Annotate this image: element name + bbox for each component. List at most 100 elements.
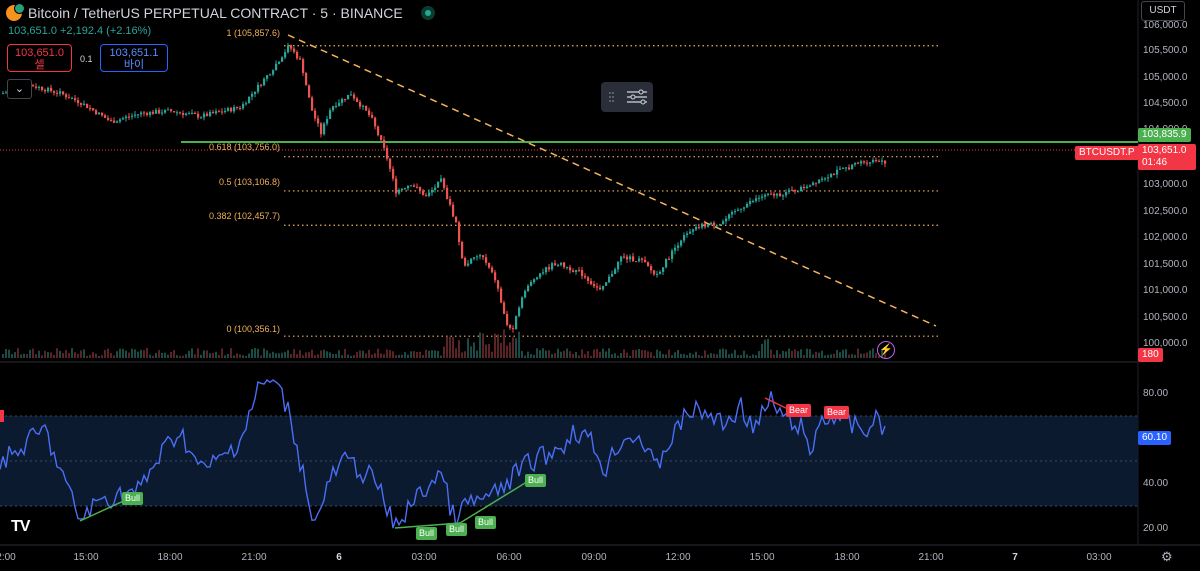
- candle: [311, 97, 314, 111]
- currency-selector[interactable]: USDT: [1141, 1, 1185, 21]
- volume-bar: [866, 352, 868, 358]
- candle: [368, 110, 371, 115]
- candle: [47, 87, 50, 92]
- volume-bar: [476, 350, 478, 358]
- volume-bar: [536, 348, 538, 358]
- volume-bar: [14, 352, 16, 358]
- candle: [203, 113, 206, 118]
- volume-bar: [659, 351, 661, 358]
- volume-bar: [494, 333, 496, 358]
- volume-bar: [800, 349, 802, 358]
- drawing-toolbar-button[interactable]: [601, 82, 653, 112]
- volume-bar: [482, 333, 484, 358]
- volume-bar: [362, 350, 364, 358]
- volume-bar: [461, 352, 463, 358]
- alert-price-tag[interactable]: 103,835.9: [1138, 128, 1191, 142]
- volume-bar: [533, 354, 535, 358]
- candle: [548, 267, 551, 270]
- volume-bar: [35, 354, 37, 358]
- candle: [371, 114, 374, 118]
- candle: [845, 167, 848, 169]
- volume-bar: [767, 338, 769, 358]
- candle: [119, 119, 122, 122]
- buy-button[interactable]: 103,651.1 바이: [100, 44, 168, 72]
- candle: [182, 113, 185, 115]
- candle: [68, 97, 71, 99]
- symbol-tag: BTCUSDT.P: [1075, 146, 1139, 160]
- volume-bar: [287, 350, 289, 358]
- volume-bar: [185, 354, 187, 358]
- volume-bar: [794, 349, 796, 358]
- candle: [173, 111, 176, 113]
- candle: [41, 86, 44, 91]
- lightning-icon[interactable]: ⚡: [877, 341, 895, 359]
- candle: [65, 94, 68, 98]
- volume-bar: [191, 348, 193, 358]
- symbol-header[interactable]: Bitcoin / TetherUS PERPETUAL CONTRACT · …: [6, 3, 435, 21]
- candle: [269, 74, 272, 76]
- trend-line: [287, 34, 937, 327]
- volume-bar: [167, 354, 169, 358]
- volume-bar: [47, 352, 49, 358]
- candle: [392, 168, 395, 179]
- volume-bar: [608, 348, 610, 358]
- time-axis-label: 7: [1012, 552, 1018, 563]
- candle: [500, 288, 503, 303]
- candle: [638, 258, 641, 262]
- candle: [473, 257, 476, 259]
- market-open-icon: [420, 6, 435, 20]
- volume-bar: [182, 355, 184, 358]
- candle: [815, 182, 818, 184]
- sell-button[interactable]: 103,651.0 셀: [7, 44, 72, 72]
- volume-bar: [695, 351, 697, 358]
- buy-label: 바이: [123, 59, 145, 71]
- candle: [773, 193, 776, 196]
- volume-bar: [428, 350, 430, 358]
- candle: [386, 147, 389, 159]
- volume-bar: [857, 348, 859, 358]
- volume-bar: [833, 353, 835, 358]
- volume-bar: [440, 355, 442, 358]
- candle: [464, 257, 467, 266]
- volume-bar: [797, 351, 799, 358]
- volume-bar: [263, 348, 265, 358]
- candle: [224, 110, 227, 112]
- candle: [326, 118, 329, 124]
- volume-bar: [32, 348, 34, 358]
- volume-bar: [689, 352, 691, 358]
- candle: [221, 111, 224, 113]
- volume-bar: [755, 355, 757, 358]
- volume-bar: [155, 352, 157, 358]
- volume-bar: [371, 354, 373, 358]
- volume-bar: [317, 354, 319, 358]
- candle: [869, 162, 872, 164]
- volume-bar: [161, 352, 163, 358]
- gear-icon[interactable]: ⚙: [1161, 549, 1173, 564]
- order-quantity[interactable]: 0.1: [80, 54, 93, 64]
- candle: [125, 116, 128, 119]
- price-axis-label: 102,000.0: [1143, 232, 1188, 243]
- volume-bar: [236, 353, 238, 358]
- chevron-down-icon[interactable]: ⌄: [7, 79, 32, 99]
- bear-label: Bear: [824, 406, 850, 419]
- volume-bar: [53, 354, 55, 358]
- candle: [152, 111, 155, 114]
- candle: [5, 92, 8, 94]
- volume-bar: [116, 351, 118, 358]
- candle: [170, 109, 173, 112]
- volume-bar: [809, 349, 811, 358]
- candle: [872, 160, 875, 163]
- volume-bar: [737, 355, 739, 358]
- volume-bar: [398, 354, 400, 358]
- candle: [446, 187, 449, 200]
- candle: [737, 209, 740, 211]
- candle: [740, 208, 743, 210]
- volume-bar: [86, 355, 88, 358]
- candle: [191, 112, 194, 114]
- candle: [443, 178, 446, 188]
- volume-bar: [170, 351, 172, 358]
- candle: [566, 267, 569, 269]
- volume-bar: [716, 354, 718, 358]
- candle: [266, 75, 269, 79]
